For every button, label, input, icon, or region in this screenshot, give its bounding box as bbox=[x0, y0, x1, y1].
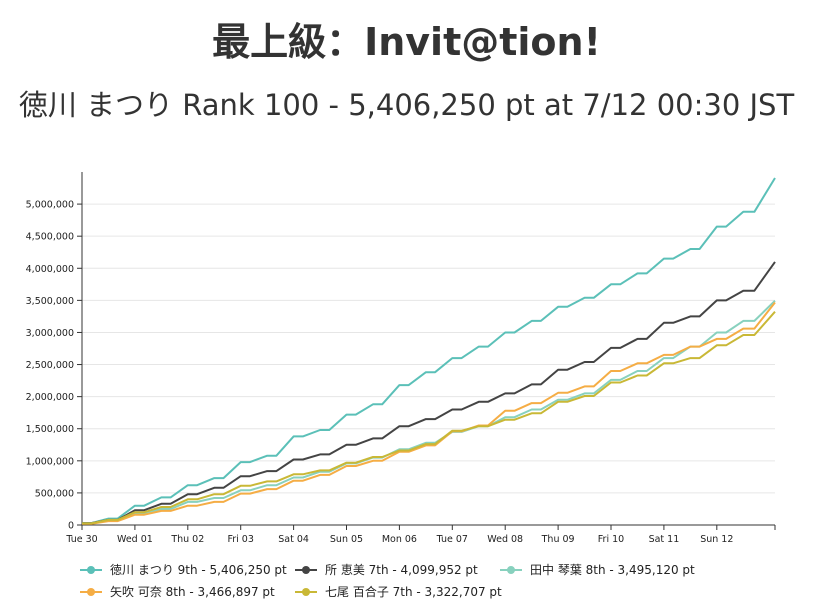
legend-label: 所 恵美 7th - 4,099,952 pt bbox=[325, 563, 478, 577]
legend-swatch bbox=[80, 586, 102, 598]
legend-item[interactable]: 七尾 百合子 7th - 3,322,707 pt bbox=[295, 584, 502, 600]
gridlines bbox=[82, 203, 775, 494]
legend-label: 矢吹 可奈 8th - 3,466,897 pt bbox=[110, 585, 275, 599]
series-lines bbox=[82, 177, 776, 525]
y-tick-label: 4,500,000 bbox=[26, 232, 74, 243]
x-axis: Tue 30 Wed 01 Thu 02 Fri 03 Sat 04 Sun 05 Mon … bbox=[65, 524, 776, 545]
y-tick-label: 3,000,000 bbox=[26, 328, 74, 339]
x-tick-label: Sat 04 bbox=[278, 534, 309, 545]
x-tick-label: Mon 06 bbox=[382, 534, 417, 545]
y-tick-label: 3,500,000 bbox=[26, 296, 74, 307]
x-tick-label: Thu 02 bbox=[170, 534, 204, 545]
series-line-4 bbox=[82, 301, 776, 525]
line-chart: 0 500,000 1,000,000 1,500,000 2,000,000 2,500… bbox=[26, 172, 776, 545]
legend-item[interactable]: 田中 琴葉 8th - 3,495,120 pt bbox=[500, 562, 695, 578]
x-tick-label: Sun 05 bbox=[330, 534, 363, 545]
x-tick-label: Sun 12 bbox=[700, 534, 733, 545]
y-tick-label: 500,000 bbox=[35, 488, 74, 499]
legend-label: 七尾 百合子 7th - 3,322,707 pt bbox=[325, 585, 502, 599]
x-tick-label: Tue 07 bbox=[436, 534, 468, 545]
legend-item[interactable]: 所 恵美 7th - 4,099,952 pt bbox=[295, 562, 478, 578]
chart-subtitle: 徳川 まつり Rank 100 - 5,406,250 pt at 7/12 0… bbox=[18, 88, 795, 122]
y-tick-label: 0 bbox=[68, 521, 74, 532]
x-tick-label: Thu 09 bbox=[541, 534, 575, 545]
y-axis: 0 500,000 1,000,000 1,500,000 2,000,000 2,500… bbox=[26, 172, 83, 532]
series-line-2 bbox=[82, 261, 776, 525]
series-line-1 bbox=[82, 177, 776, 525]
y-tick-label: 2,500,000 bbox=[26, 360, 74, 371]
x-tick-label: Wed 08 bbox=[487, 534, 523, 545]
legend-item[interactable]: 矢吹 可奈 8th - 3,466,897 pt bbox=[80, 584, 275, 600]
series-line-3 bbox=[82, 299, 776, 525]
legend-swatch bbox=[295, 586, 317, 598]
legend-swatch bbox=[500, 564, 522, 576]
x-tick-label: Fri 10 bbox=[598, 534, 624, 545]
legend-label: 田中 琴葉 8th - 3,495,120 pt bbox=[530, 563, 695, 577]
y-tick-label: 2,000,000 bbox=[26, 392, 74, 403]
x-tick-label: Tue 30 bbox=[65, 534, 97, 545]
x-tick-label: Fri 03 bbox=[227, 534, 253, 545]
y-tick-label: 1,000,000 bbox=[26, 456, 74, 467]
legend-label: 徳川 まつり 9th - 5,406,250 pt bbox=[110, 563, 287, 577]
x-tick-label: Wed 01 bbox=[117, 534, 153, 545]
legend-swatch bbox=[295, 564, 317, 576]
legend-swatch bbox=[80, 564, 102, 576]
x-tick-label: Sat 11 bbox=[649, 534, 680, 545]
legend-item[interactable]: 徳川 まつり 9th - 5,406,250 pt bbox=[80, 562, 287, 578]
y-tick-label: 4,000,000 bbox=[26, 264, 74, 275]
y-tick-label: 5,000,000 bbox=[26, 200, 74, 211]
y-tick-label: 1,500,000 bbox=[26, 424, 74, 435]
chart-title: 最上級：Invit@tion! bbox=[212, 20, 601, 64]
series-line-5 bbox=[82, 311, 776, 525]
